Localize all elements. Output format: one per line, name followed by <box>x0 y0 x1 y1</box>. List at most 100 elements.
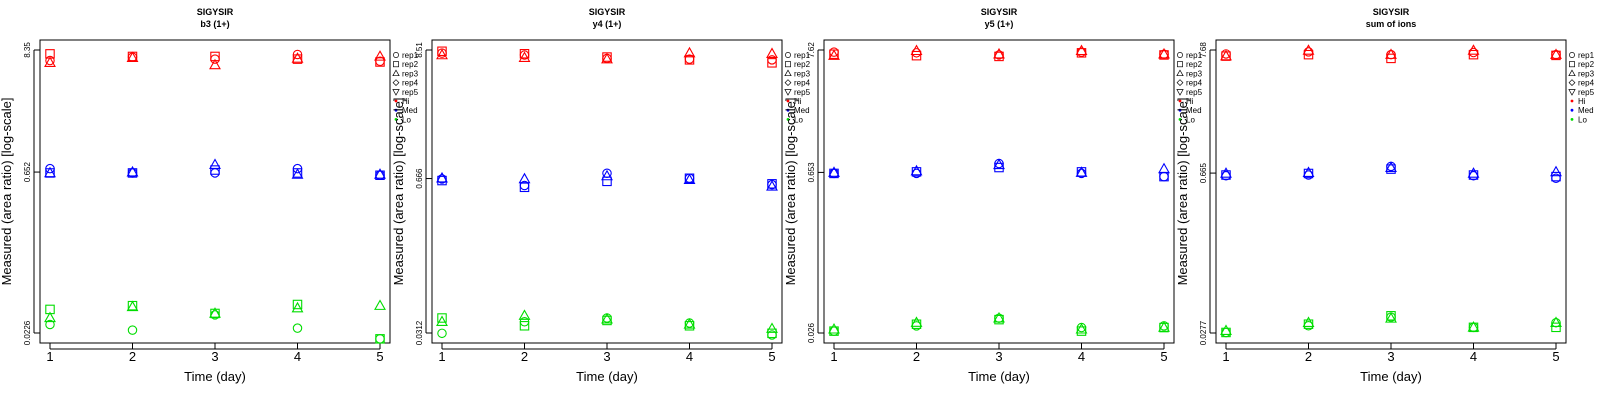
y-axis-label: Measured (area ratio) [log-scale] <box>783 98 798 286</box>
legend-label: rep2 <box>402 60 419 69</box>
plot-frame <box>1215 39 1567 344</box>
data-point <box>44 56 56 67</box>
y-axis-label: Measured (area ratio) [log-scale] <box>0 98 14 286</box>
legend-label: Lo <box>1578 115 1587 124</box>
y-tick-label: 0.026 <box>807 322 816 343</box>
data-point <box>601 52 613 64</box>
data-point <box>1551 50 1561 61</box>
data-point <box>1303 47 1314 57</box>
legend-marker <box>394 99 398 103</box>
legend-label: Med <box>1578 106 1594 115</box>
data-point <box>45 55 55 66</box>
data-point <box>126 165 139 177</box>
data-point <box>1302 44 1315 55</box>
chart-panel: SIGYSIR y5 (1+) 1 2 3 4 5 Time (day) 0.026 0.653 7… <box>783 7 1203 384</box>
data-point <box>436 48 448 60</box>
x-tick-label: 1 <box>830 349 837 364</box>
chart-subtitle: y5 (1+) <box>985 19 1014 29</box>
legend-marker <box>393 52 399 58</box>
data-point <box>1550 48 1562 59</box>
legend-marker <box>784 79 792 86</box>
data-point <box>993 47 1005 59</box>
data-point <box>1385 48 1397 59</box>
legend-label: rep5 <box>1186 88 1203 97</box>
x-tick-label: 5 <box>1552 349 1559 364</box>
data-point <box>210 165 220 175</box>
legend-marker <box>786 108 790 112</box>
data-point <box>1385 161 1397 172</box>
data-point <box>375 170 385 180</box>
data-point <box>374 168 386 179</box>
chart-subtitle: sum of ions <box>1366 19 1417 29</box>
plot-frame <box>39 39 391 344</box>
data-point <box>1075 322 1088 334</box>
data-point <box>767 58 777 68</box>
data-point <box>602 176 612 187</box>
data-point <box>1551 322 1561 333</box>
data-point <box>291 52 304 63</box>
data-point <box>518 309 531 320</box>
x-tick-label: 5 <box>1160 349 1167 364</box>
data-point <box>437 46 447 57</box>
x-tick-label: 2 <box>913 349 920 364</box>
data-point <box>209 58 221 70</box>
data-point <box>374 50 386 61</box>
legend-marker <box>1568 69 1576 77</box>
x-tick-label: 2 <box>129 349 136 364</box>
y-tick-label: 7.62 <box>807 42 816 58</box>
data-point <box>767 328 777 339</box>
data-point <box>1158 162 1170 174</box>
data-point <box>292 299 303 310</box>
data-point <box>683 46 696 58</box>
chart-title: SIGYSIR <box>1373 7 1410 17</box>
chart-title: SIGYSIR <box>981 7 1018 17</box>
legend-marker <box>785 61 791 68</box>
data-point <box>436 171 448 183</box>
legend-marker <box>1570 118 1574 121</box>
data-point <box>911 167 922 177</box>
legend-label: rep1 <box>402 51 419 60</box>
data-point <box>993 158 1005 170</box>
data-point <box>601 169 613 181</box>
data-point <box>1303 168 1314 179</box>
x-axis-label: Time (day) <box>968 369 1030 384</box>
data-point <box>519 321 530 331</box>
legend-label: rep1 <box>1578 51 1595 60</box>
data-point <box>291 301 304 313</box>
legend-marker <box>1569 52 1575 58</box>
y-tick-label: 0.666 <box>415 168 424 189</box>
data-point <box>993 311 1005 323</box>
data-point <box>1467 44 1480 55</box>
plot-frame <box>823 39 1175 344</box>
x-tick-label: 3 <box>603 349 610 364</box>
legend-marker <box>1176 79 1184 86</box>
chart-panel: SIGYSIR b3 (1+) 1 2 3 4 5 Time (day) 0.0226 0.652… <box>0 7 419 384</box>
data-point <box>828 322 840 334</box>
legend-label: Hi <box>794 97 802 106</box>
legend-marker <box>784 69 792 77</box>
data-point <box>766 322 778 333</box>
legend-label: Med <box>1186 106 1202 115</box>
legend-marker <box>1569 61 1575 68</box>
data-point <box>683 173 696 185</box>
legend-label: Lo <box>1186 115 1195 124</box>
data-point <box>1159 171 1169 182</box>
x-tick-label: 4 <box>1078 349 1085 364</box>
legend-label: rep2 <box>1186 60 1203 69</box>
legend-label: Lo <box>794 115 803 124</box>
data-point <box>375 57 385 67</box>
data-point <box>126 51 139 63</box>
data-point <box>126 300 139 312</box>
chart-subtitle: b3 (1+) <box>200 19 229 29</box>
data-point <box>829 168 839 179</box>
data-point <box>44 166 56 178</box>
x-tick-label: 4 <box>686 349 693 364</box>
legend-label: Hi <box>1578 97 1586 106</box>
data-point <box>437 313 447 323</box>
data-point <box>292 54 303 64</box>
legend-label: Hi <box>402 97 410 106</box>
data-point <box>1550 316 1562 327</box>
x-tick-label: 2 <box>1305 349 1312 364</box>
data-point <box>209 158 221 169</box>
data-point <box>1467 167 1480 178</box>
